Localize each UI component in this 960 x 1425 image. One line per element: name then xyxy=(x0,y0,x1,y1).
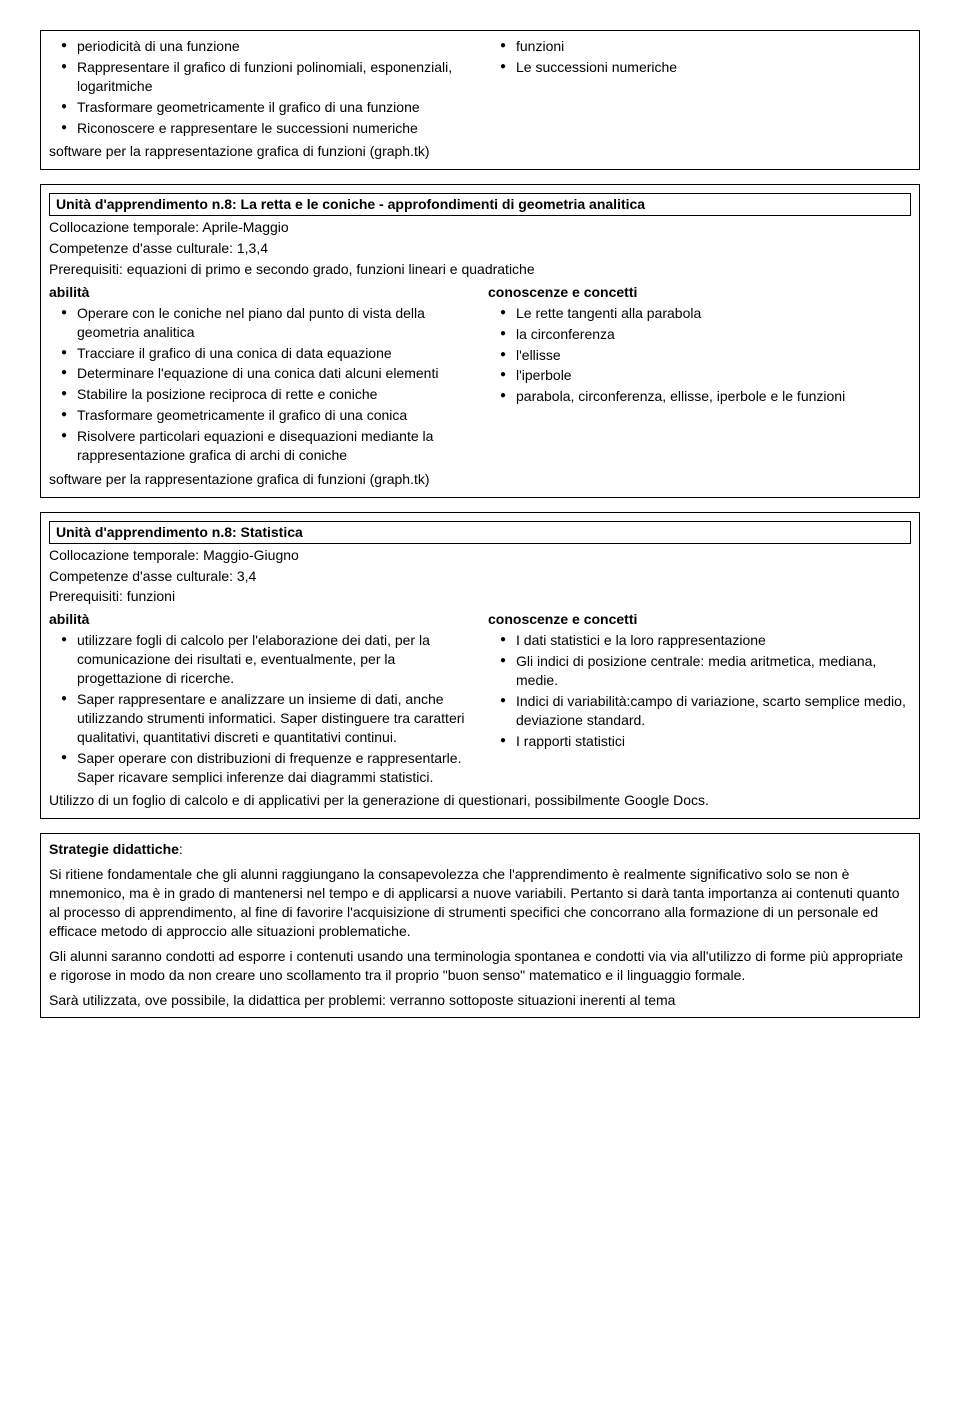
abilita-label: abilità xyxy=(49,610,472,629)
list-item: Rappresentare il grafico di funzioni pol… xyxy=(49,58,472,96)
list-item: Saper operare con distribuzioni di frequ… xyxy=(49,749,472,787)
left-bullet-list: utilizzare fogli di calcolo per l'elabor… xyxy=(49,631,472,786)
prerequisiti-line: Prerequisiti: funzioni xyxy=(49,587,911,606)
list-item: utilizzare fogli di calcolo per l'elabor… xyxy=(49,631,472,688)
two-column-layout: periodicità di una funzione Rappresentar… xyxy=(49,35,911,139)
two-column-layout: abilità Operare con le coniche nel piano… xyxy=(49,281,911,467)
software-note: software per la rappresentazione grafica… xyxy=(49,142,911,161)
competenze-line: Competenze d'asse culturale: 1,3,4 xyxy=(49,239,911,258)
left-column: abilità utilizzare fogli di calcolo per … xyxy=(49,608,480,788)
conoscenze-label: conoscenze e concetti xyxy=(488,610,911,629)
list-item: Le successioni numeriche xyxy=(488,58,911,77)
strategies-heading: Strategie didattiche xyxy=(49,841,179,857)
list-item: Riconoscere e rappresentare le successio… xyxy=(49,119,472,138)
unit-box-2: Unità d'apprendimento n.8: La retta e le… xyxy=(40,184,920,497)
list-item: Indici di variabilità:campo di variazion… xyxy=(488,692,911,730)
right-column: funzioni Le successioni numeriche xyxy=(480,35,911,139)
list-item: funzioni xyxy=(488,37,911,56)
collocazione-line: Collocazione temporale: Maggio-Giugno xyxy=(49,546,911,565)
unit-box-1: periodicità di una funzione Rappresentar… xyxy=(40,30,920,170)
usage-note: Utilizzo di un foglio di calcolo e di ap… xyxy=(49,791,911,810)
right-bullet-list: Le rette tangenti alla parabola la circo… xyxy=(488,304,911,406)
list-item: l'ellisse xyxy=(488,346,911,365)
list-item: Tracciare il grafico di una conica di da… xyxy=(49,344,472,363)
list-item: la circonferenza xyxy=(488,325,911,344)
abilita-label: abilità xyxy=(49,283,472,302)
left-column: periodicità di una funzione Rappresentar… xyxy=(49,35,480,139)
list-item: I rapporti statistici xyxy=(488,732,911,751)
list-item: I dati statistici e la loro rappresentaz… xyxy=(488,631,911,650)
right-column: conoscenze e concetti I dati statistici … xyxy=(480,608,911,788)
left-column: abilità Operare con le coniche nel piano… xyxy=(49,281,480,467)
left-bullet-list: periodicità di una funzione Rappresentar… xyxy=(49,37,472,137)
list-item: Operare con le coniche nel piano dal pun… xyxy=(49,304,472,342)
list-item: parabola, circonferenza, ellisse, iperbo… xyxy=(488,387,911,406)
strategies-paragraph: Si ritiene fondamentale che gli alunni r… xyxy=(49,865,911,941)
unit-box-3: Unità d'apprendimento n.8: Statistica Co… xyxy=(40,512,920,819)
list-item: Stabilire la posizione reciproca di rett… xyxy=(49,385,472,404)
competenze-line: Competenze d'asse culturale: 3,4 xyxy=(49,567,911,586)
list-item: Determinare l'equazione di una conica da… xyxy=(49,364,472,383)
two-column-layout: abilità utilizzare fogli di calcolo per … xyxy=(49,608,911,788)
strategies-paragraph: Gli alunni saranno condotti ad esporre i… xyxy=(49,947,911,985)
collocazione-line: Collocazione temporale: Aprile-Maggio xyxy=(49,218,911,237)
right-bullet-list: I dati statistici e la loro rappresentaz… xyxy=(488,631,911,750)
strategies-box: Strategie didattiche: Si ritiene fondame… xyxy=(40,833,920,1018)
prerequisiti-line: Prerequisiti: equazioni di primo e secon… xyxy=(49,260,911,279)
strategies-heading-line: Strategie didattiche: xyxy=(49,840,911,859)
list-item: Saper rappresentare e analizzare un insi… xyxy=(49,690,472,747)
strategies-paragraph: Sarà utilizzata, ove possibile, la didat… xyxy=(49,991,911,1010)
list-item: Le rette tangenti alla parabola xyxy=(488,304,911,323)
list-item: Trasformare geometricamente il grafico d… xyxy=(49,98,472,117)
list-item: Trasformare geometricamente il grafico d… xyxy=(49,406,472,425)
right-bullet-list: funzioni Le successioni numeriche xyxy=(488,37,911,77)
list-item: l'iperbole xyxy=(488,366,911,385)
unit-title: Unità d'apprendimento n.8: Statistica xyxy=(49,521,911,544)
list-item: periodicità di una funzione xyxy=(49,37,472,56)
software-note: software per la rappresentazione grafica… xyxy=(49,470,911,489)
list-item: Gli indici di posizione centrale: media … xyxy=(488,652,911,690)
right-column: conoscenze e concetti Le rette tangenti … xyxy=(480,281,911,467)
list-item: Risolvere particolari equazioni e disequ… xyxy=(49,427,472,465)
conoscenze-label: conoscenze e concetti xyxy=(488,283,911,302)
left-bullet-list: Operare con le coniche nel piano dal pun… xyxy=(49,304,472,465)
unit-title: Unità d'apprendimento n.8: La retta e le… xyxy=(49,193,911,216)
